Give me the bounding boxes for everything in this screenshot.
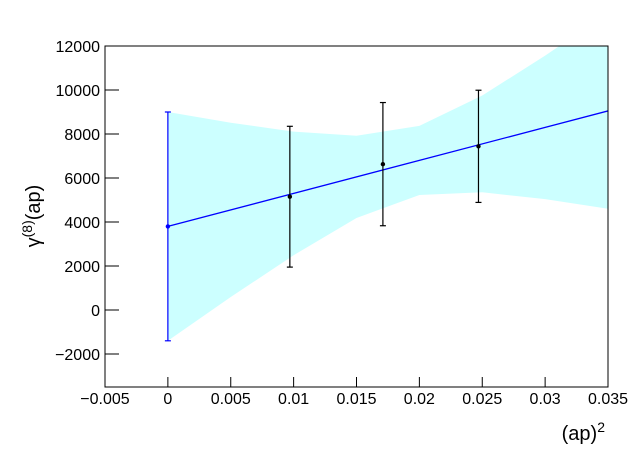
plot-area bbox=[164, 46, 608, 342]
y-label-base: γ bbox=[23, 237, 45, 247]
y-tick-label: 6000 bbox=[64, 171, 100, 188]
x-tick-label: 0.02 bbox=[404, 391, 435, 408]
x-tick-label: 0.035 bbox=[588, 391, 628, 408]
point bbox=[165, 224, 171, 229]
x-label-sup: 2 bbox=[597, 419, 605, 435]
point bbox=[476, 144, 481, 149]
x-tick-label: 0.015 bbox=[336, 391, 376, 408]
y-axis-label: γ(8)(ap) bbox=[19, 185, 45, 248]
y-tick-label: −2000 bbox=[55, 347, 100, 364]
x-label-base: (ap) bbox=[562, 423, 598, 445]
y-tick-label: 0 bbox=[91, 303, 100, 320]
x-tick-label: 0.005 bbox=[211, 391, 251, 408]
x-tick-label: 0.025 bbox=[462, 391, 502, 408]
fit-line bbox=[167, 110, 608, 228]
y-label-rest: (ap) bbox=[23, 185, 45, 221]
point bbox=[287, 194, 293, 199]
x-axis-label: (ap)2 bbox=[562, 419, 606, 445]
y-tick-label: 12000 bbox=[56, 39, 101, 56]
x-tick-label: 0.01 bbox=[278, 391, 309, 408]
confidence-band bbox=[167, 46, 608, 341]
point bbox=[380, 161, 386, 167]
x-tick-label: 0 bbox=[163, 391, 172, 408]
y-tick-label: 4000 bbox=[64, 215, 100, 232]
y-tick-label: 8000 bbox=[64, 127, 100, 144]
y-label-sup: (8) bbox=[19, 220, 35, 237]
y-tick-label: 2000 bbox=[64, 259, 100, 276]
y-tick-label: 10000 bbox=[56, 83, 101, 100]
x-tick-label: 0.03 bbox=[530, 391, 561, 408]
x-tick-label: −0.005 bbox=[80, 391, 129, 408]
